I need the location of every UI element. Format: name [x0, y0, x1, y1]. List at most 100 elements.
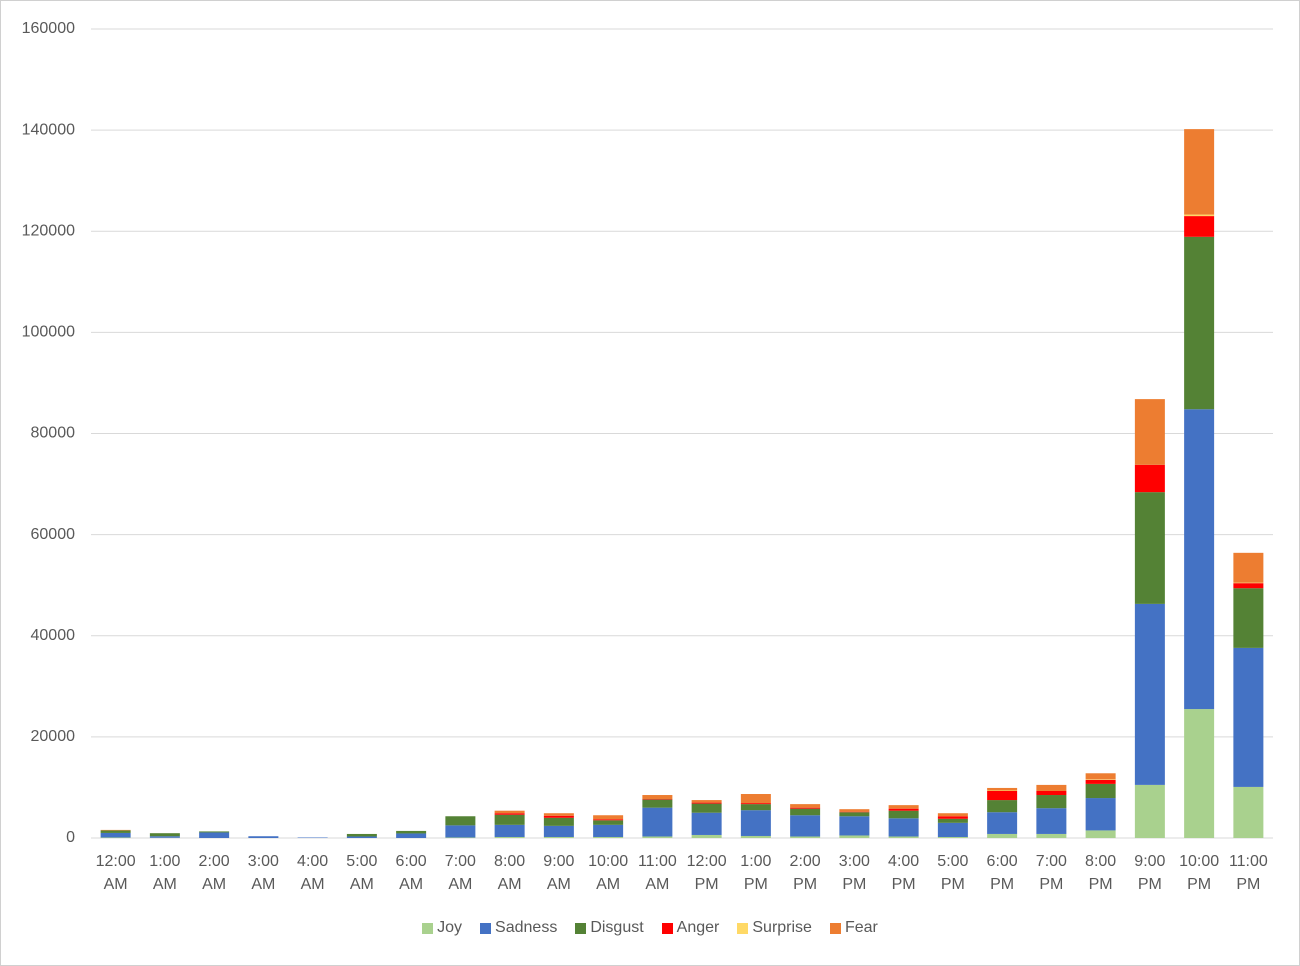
x-tick-label: 1:00 AM — [149, 853, 181, 893]
bar-segment — [346, 833, 377, 837]
bar-segment — [297, 837, 328, 838]
bar-segment — [1134, 464, 1165, 493]
x-tick-label: 12:00 AM — [95, 853, 136, 893]
x-tick-label: 4:00 PM — [888, 853, 920, 893]
bar-segment — [987, 833, 1018, 838]
bar-segment — [642, 799, 673, 808]
bar-segment — [740, 810, 771, 836]
bar-segment — [937, 816, 968, 819]
bar-segment — [543, 817, 574, 826]
legend-swatch — [422, 922, 434, 934]
bar-segment — [1233, 583, 1264, 589]
legend-swatch — [575, 922, 587, 934]
x-tick-label: 6:00 AM — [395, 853, 427, 893]
bar-segment — [937, 818, 968, 823]
bar-segment — [642, 799, 673, 800]
x-tick-label: 7:00 PM — [1035, 853, 1067, 893]
bar-segment — [445, 837, 476, 838]
y-tick-label: 120000 — [22, 222, 75, 239]
bar-segment — [100, 830, 131, 833]
bar-segment — [987, 787, 1018, 791]
bar-segment — [1184, 216, 1215, 237]
bar-segment — [1036, 795, 1067, 809]
bar-segment — [396, 833, 427, 838]
bar-segment — [888, 810, 919, 819]
bar-segment — [691, 834, 722, 838]
y-tick-label: 0 — [66, 829, 75, 846]
bar-segment — [937, 836, 968, 838]
legend-label: Disgust — [590, 919, 644, 936]
bar-segment — [691, 802, 722, 804]
bar-segment — [691, 800, 722, 803]
bar-segment — [1184, 236, 1215, 410]
bar-segment — [149, 836, 180, 838]
x-tick-label: 7:00 AM — [444, 853, 476, 893]
bar-segment — [1036, 790, 1067, 796]
x-tick-label: 8:00 PM — [1085, 853, 1117, 893]
bar-segment — [1233, 786, 1264, 838]
bar-segment — [1036, 833, 1067, 838]
bar-segment — [790, 808, 821, 816]
legend-swatch — [480, 922, 492, 934]
legend-item: Surprise — [737, 919, 812, 937]
bar-segment — [543, 836, 574, 838]
bar-segment — [691, 812, 722, 835]
bar-segment — [346, 836, 377, 838]
bar-segment — [642, 836, 673, 838]
bar-segment — [1085, 798, 1116, 831]
bar-segment — [987, 790, 1018, 791]
bar-segment — [494, 836, 525, 838]
bar-segment — [790, 804, 821, 808]
bar-segment — [1184, 129, 1215, 215]
x-tick-label: 3:00 AM — [247, 853, 279, 893]
bar-segment — [494, 813, 525, 815]
bar-segment — [593, 836, 624, 838]
legend-item: Joy — [422, 919, 462, 937]
bar-segment — [543, 815, 574, 818]
legend-label: Fear — [844, 919, 878, 936]
bar-segment — [839, 812, 870, 817]
x-tick-label: 5:00 PM — [937, 853, 969, 893]
bar-segment — [593, 819, 624, 821]
bar-segment — [839, 809, 870, 812]
bar-segment — [1085, 779, 1116, 784]
bar-segment — [100, 829, 131, 831]
legend-swatch — [829, 922, 841, 934]
bar-segment — [1085, 773, 1116, 780]
bar-segment — [740, 804, 771, 811]
bar-segment — [100, 832, 131, 838]
bar-segment — [1184, 709, 1215, 838]
bar-segment — [987, 800, 1018, 813]
bar-segment — [888, 818, 919, 837]
bar-segment — [445, 816, 476, 826]
x-tick-label: 5:00 AM — [346, 853, 378, 893]
bar-segment — [494, 824, 525, 837]
bar-segment — [445, 825, 476, 838]
legend-label: Anger — [676, 919, 720, 936]
legend-swatch — [737, 922, 749, 934]
x-tick-label: 11:00 PM — [1228, 853, 1268, 893]
legend-swatch — [661, 922, 673, 934]
bar-segment — [888, 808, 919, 811]
bar-segment — [888, 836, 919, 838]
x-tick-label: 12:00 PM — [686, 853, 727, 893]
y-tick-label: 80000 — [31, 425, 76, 442]
x-tick-label: 9:00 PM — [1134, 853, 1166, 893]
bar-segment — [888, 805, 919, 809]
legend: Joy Sadness Disgust Anger Surprise Fear — [1, 919, 1299, 937]
bar-segment — [691, 803, 722, 813]
y-tick-label: 40000 — [31, 627, 76, 644]
bar-segment — [987, 790, 1018, 801]
legend-item: Anger — [661, 919, 720, 937]
bar-segment — [149, 833, 180, 837]
bar-segment — [1085, 830, 1116, 838]
bar-segment — [790, 815, 821, 837]
bar-segment — [199, 831, 230, 833]
bar-segment — [1036, 808, 1067, 834]
y-tick-label: 100000 — [22, 324, 75, 341]
bar-segment — [839, 811, 870, 813]
bar-segment — [593, 820, 624, 825]
bar-segment — [790, 807, 821, 809]
